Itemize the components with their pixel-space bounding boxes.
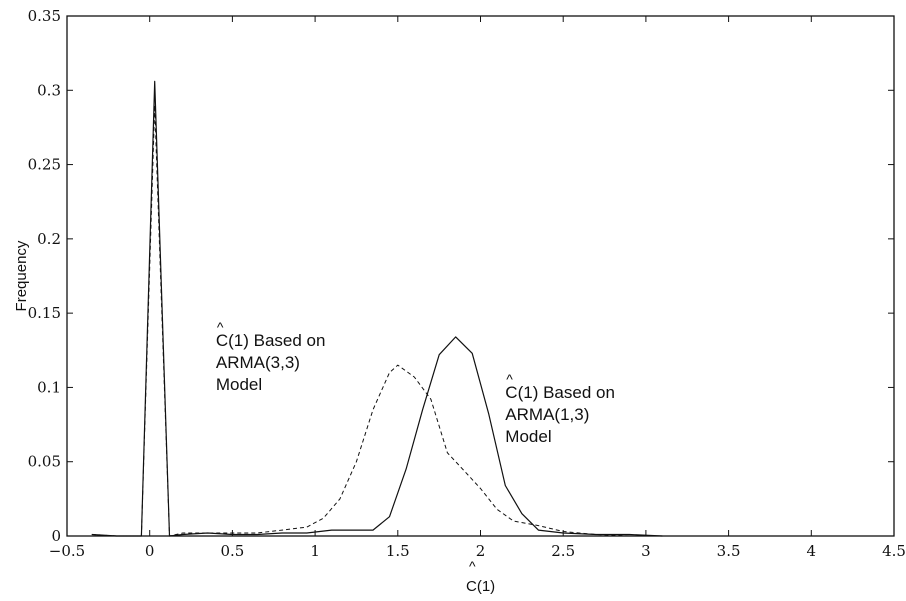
annotation-line: Model: [216, 375, 262, 394]
x-tick-label: 2.5: [551, 542, 575, 560]
annotation-line: Model: [505, 427, 551, 446]
x-axis-title-hat: ^: [469, 558, 476, 574]
x-tick-labels: −0.5 0 0.5 1 1.5 2 2.5 3 3.5 4 4.5: [49, 542, 906, 560]
y-tick-label: 0.25: [28, 156, 61, 174]
x-tick-label: 4: [807, 542, 817, 560]
series-layer: [91, 80, 663, 537]
x-tick-label: 2: [476, 542, 486, 560]
x-tick-label: 3: [641, 542, 651, 560]
annotation: ^C(1) Based on ARMA(3,3) Model: [216, 319, 326, 394]
x-tick-label: 3.5: [717, 542, 741, 560]
y-tick-label: 0.15: [28, 304, 61, 322]
x-tick-label: 0.5: [220, 542, 244, 560]
x-tick-label: 4.5: [882, 542, 906, 560]
annotation-hat: ^: [217, 319, 224, 335]
annotation: ^C(1) Based on ARMA(1,3) Model: [505, 371, 615, 446]
plot-frame: [66, 15, 895, 537]
y-tick-label: 0.1: [37, 378, 61, 396]
x-tick-label: 0: [145, 542, 155, 560]
x-tick-label: 1.5: [386, 542, 410, 560]
y-tick-label: 0.35: [28, 7, 61, 25]
ticks: [66, 15, 895, 537]
annotation-line: ARMA(1,3): [505, 405, 589, 424]
series-line-dashed: [91, 104, 630, 537]
x-tick-label: 1: [310, 542, 320, 560]
annotation-line: ARMA(3,3): [216, 353, 300, 372]
y-tick-label: 0.05: [28, 453, 61, 471]
annotation-hat: ^: [506, 371, 513, 387]
y-tick-label: 0.3: [37, 81, 61, 99]
series-line-solid: [91, 80, 663, 537]
annotation-line: C(1) Based on: [505, 383, 615, 402]
y-tick-label: 0.2: [37, 230, 61, 248]
annotation-line: C(1) Based on: [216, 331, 326, 350]
y-tick-labels: 0 0.05 0.1 0.15 0.2 0.25 0.3 0.35: [28, 7, 61, 545]
x-tick-label: −0.5: [49, 542, 85, 560]
y-axis-title: Frequency: [13, 240, 30, 311]
y-tick-label: 0: [51, 527, 61, 545]
x-axis-title: ^ C(1): [466, 558, 495, 595]
x-axis-title-text: C(1): [466, 578, 495, 595]
